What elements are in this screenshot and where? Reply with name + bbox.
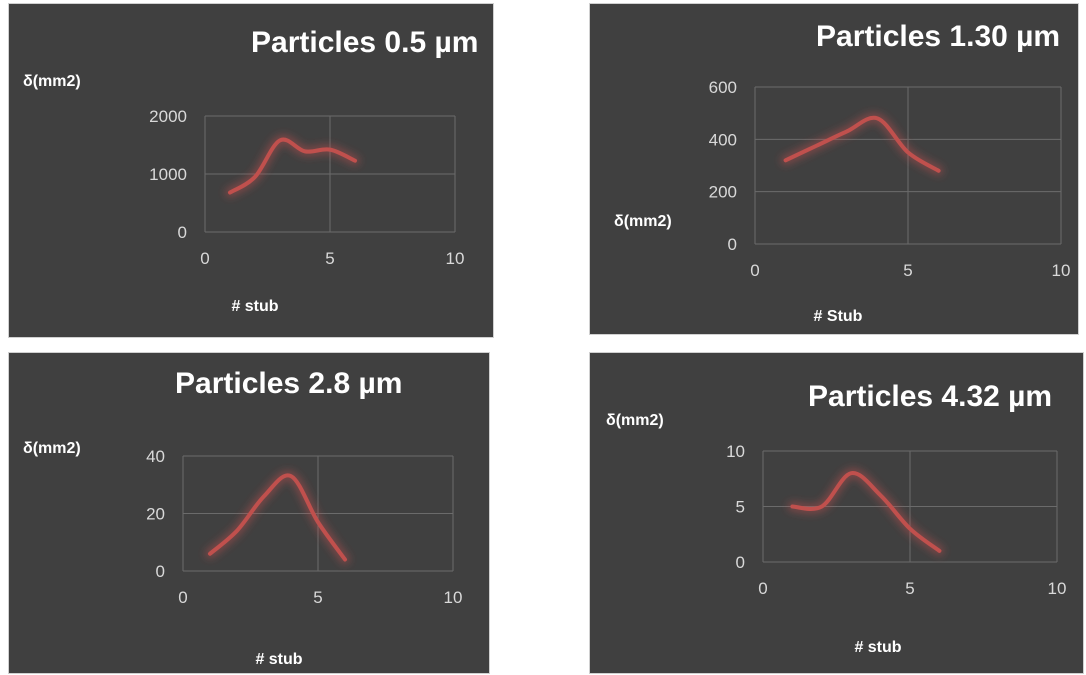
y-tick-label: 400 bbox=[709, 130, 737, 149]
x-axis-label: # stub bbox=[231, 298, 278, 315]
x-tick-label: 0 bbox=[200, 249, 209, 268]
chart-panel-0-5um: 0 1000 2000 0 5 10 Particles 0.5 µm δ(mm2) # stu… bbox=[8, 3, 494, 338]
y-tick-label: 20 bbox=[146, 505, 165, 524]
y-tick-label: 0 bbox=[178, 223, 187, 242]
x-tick-label: 10 bbox=[444, 588, 463, 607]
x-tick-label: 5 bbox=[313, 588, 322, 607]
chart-1-30um: 0 200 400 600 0 5 10 Particles 1.30 µm δ(mm2) # S… bbox=[590, 4, 1080, 336]
y-axis-label: δ(mm2) bbox=[23, 73, 81, 90]
y-tick-label: 0 bbox=[736, 553, 745, 572]
x-tick-label: 5 bbox=[325, 249, 334, 268]
series-line-glow bbox=[792, 473, 939, 551]
y-axis-label: δ(mm2) bbox=[23, 440, 81, 457]
y-tick-label: 200 bbox=[709, 183, 737, 202]
y-axis-label: δ(mm2) bbox=[614, 213, 672, 230]
x-tick-label: 0 bbox=[750, 261, 759, 280]
x-tick-label: 0 bbox=[758, 579, 767, 598]
x-tick-label: 10 bbox=[446, 249, 465, 268]
series-line-glow bbox=[230, 140, 355, 193]
chart-2-8um: 0 20 40 0 5 10 Particles 2.8 µm δ(mm2) # stub bbox=[9, 353, 491, 675]
chart-panel-1-30um: 0 200 400 600 0 5 10 Particles 1.30 µm δ(mm2) # S… bbox=[589, 3, 1079, 335]
x-tick-label: 5 bbox=[903, 261, 912, 280]
y-tick-label: 1000 bbox=[149, 165, 187, 184]
y-tick-label: 0 bbox=[728, 235, 737, 254]
y-tick-label: 2000 bbox=[149, 107, 187, 126]
series-line-glow bbox=[210, 475, 345, 559]
chart-title: Particles 2.8 µm bbox=[175, 367, 402, 400]
x-axis-label: # stub bbox=[854, 639, 901, 656]
series-line-glow bbox=[786, 118, 939, 171]
x-tick-label: 0 bbox=[178, 588, 187, 607]
chart-title: Particles 0.5 µm bbox=[251, 26, 478, 59]
x-tick-label: 10 bbox=[1052, 261, 1071, 280]
y-tick-label: 40 bbox=[146, 447, 165, 466]
chart-title: Particles 1.30 µm bbox=[816, 20, 1060, 53]
x-tick-label: 5 bbox=[905, 579, 914, 598]
y-axis-label: δ(mm2) bbox=[606, 412, 664, 429]
y-tick-label: 0 bbox=[156, 562, 165, 581]
chart-panel-2-8um: 0 20 40 0 5 10 Particles 2.8 µm δ(mm2) # stub bbox=[8, 352, 490, 674]
x-axis-label: # Stub bbox=[814, 308, 863, 325]
chart-4-32um: 0 5 10 0 5 10 Particles 4.32 µm δ(mm2) # stub bbox=[590, 353, 1085, 675]
x-tick-label: 10 bbox=[1048, 579, 1067, 598]
chart-panel-4-32um: 0 5 10 0 5 10 Particles 4.32 µm δ(mm2) # stub bbox=[589, 352, 1084, 674]
chart-0-5um: 0 1000 2000 0 5 10 Particles 0.5 µm δ(mm2) # stu… bbox=[9, 4, 495, 339]
y-tick-label: 5 bbox=[736, 498, 745, 517]
y-tick-label: 600 bbox=[709, 78, 737, 97]
chart-title: Particles 4.32 µm bbox=[808, 380, 1052, 413]
y-tick-label: 10 bbox=[726, 442, 745, 461]
x-axis-label: # stub bbox=[255, 651, 302, 668]
